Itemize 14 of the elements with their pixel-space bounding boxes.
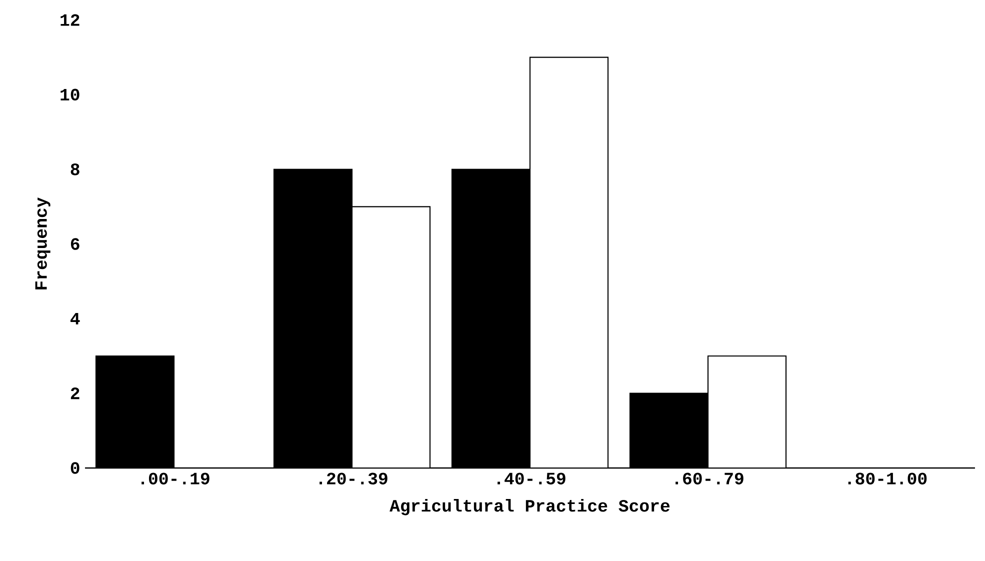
y-tick-label: 10 [60,88,80,101]
x-tick-label: .40-.59 [498,472,566,484]
y-tick-label: 6 [70,238,80,250]
x-tick-label: .80-1.00 [848,472,927,484]
x-tick-label: .20-.39 [320,472,388,484]
y-tick-label: 0 [70,462,80,474]
x-tick-label: .60-.79 [676,472,744,484]
x-axis-title: Agricultural Practice Score [390,498,670,516]
x-tick-label: .00-.19 [142,472,210,484]
y-axis-title: Frequency [35,198,50,290]
y-tick-label: 4 [70,312,80,324]
y-tick-label: 2 [70,388,80,400]
y-tick-label: 8 [70,163,80,176]
y-tick-label: 12 [60,14,80,26]
